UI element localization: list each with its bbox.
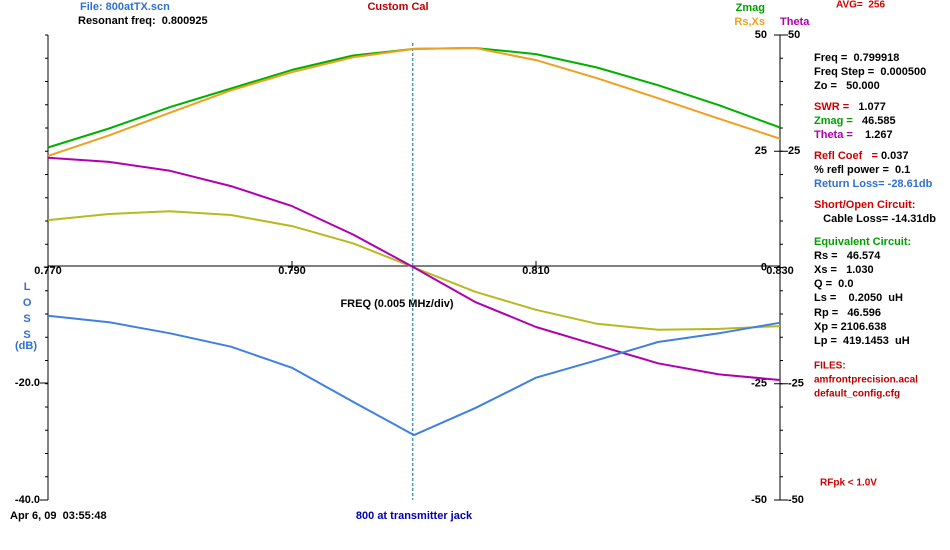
- panel-label: Cable Loss= -14.31db: [814, 213, 936, 225]
- panel-row: Rs = 46.574: [814, 250, 881, 262]
- panel-row: Cable Loss= -14.31db: [814, 213, 936, 225]
- series-line: [47, 156, 781, 381]
- legend-zmag: Zmag: [736, 2, 765, 14]
- resonant-freq: Resonant freq: 0.800925: [78, 15, 208, 27]
- y2-tick-label: 50: [788, 29, 800, 41]
- panel-label: Freq Step =: [814, 66, 880, 78]
- panel-label: Lp =: [814, 335, 843, 347]
- panel-label: Zmag =: [814, 115, 862, 127]
- panel-label: Q =: [814, 278, 838, 290]
- x-axis-label: FREQ (0.005 MHz/div): [340, 298, 453, 310]
- panel-row: Theta = 1.267: [814, 129, 893, 141]
- x-tick-label: 0.810: [522, 265, 550, 277]
- x-tick-label: 0.790: [278, 265, 306, 277]
- y-tick-label: -25: [751, 378, 767, 390]
- panel-value: 419.1453 uH: [843, 335, 910, 347]
- panel-value: 0.1: [895, 164, 910, 176]
- y2-tick-label: -50: [788, 494, 804, 506]
- series-line: [47, 210, 781, 331]
- panel-value: 46.585: [862, 115, 896, 127]
- panel-row: Return Loss= -28.61db: [814, 178, 933, 190]
- legend-rs-xs: Rs,Xs: [734, 16, 765, 28]
- x-tick-label: 0.770: [34, 265, 62, 277]
- panel-row: Zo = 50.000: [814, 80, 880, 92]
- panel-value: 50.000: [846, 80, 880, 92]
- panel-row: Zmag = 46.585: [814, 115, 896, 127]
- y2-tick-label: 25: [788, 145, 800, 157]
- panel-value: 1.030: [846, 264, 874, 276]
- panel-value: 0.0: [838, 278, 853, 290]
- panel-label: Zo =: [814, 80, 846, 92]
- panel-label: Equivalent Circuit:: [814, 236, 911, 248]
- panel-label: Ls =: [814, 292, 849, 304]
- chart-title: Custom Cal: [367, 1, 428, 13]
- panel-value: 0.799918: [853, 52, 899, 64]
- panel-label: Freq =: [814, 52, 853, 64]
- panel-row: Xp = 2106.638: [814, 321, 886, 333]
- panel-label: Theta =: [814, 129, 865, 141]
- panel-row: Xs = 1.030: [814, 264, 874, 276]
- panel-label: Rs =: [814, 250, 847, 262]
- panel-label: SWR =: [814, 101, 858, 113]
- panel-row: Equivalent Circuit:: [814, 236, 911, 248]
- panel-label: % refl power =: [814, 164, 895, 176]
- panel-row: SWR = 1.077: [814, 101, 886, 113]
- loss-axis-label: LOSS: [21, 281, 33, 345]
- files-header: FILES:: [814, 361, 846, 372]
- panel-label: Xp =: [814, 321, 841, 333]
- y-tick-label: 50: [755, 29, 767, 41]
- panel-row: Lp = 419.1453 uH: [814, 335, 910, 347]
- panel-label: Return Loss= -28.61db: [814, 178, 933, 190]
- legend-theta: Theta: [780, 16, 810, 28]
- file-item: amfrontprecision.acal: [814, 375, 918, 386]
- panel-value: 46.574: [847, 250, 882, 262]
- panel-value: 0.037: [881, 150, 909, 162]
- y-tick-label: 25: [755, 145, 767, 157]
- panel-value: 2106.638: [841, 321, 887, 333]
- panel-row: Refl Coef = 0.037: [814, 150, 908, 162]
- y2-tick-label: -25: [788, 378, 804, 390]
- rf-note: RFpk < 1.0V: [820, 478, 877, 489]
- panel-row: Ls = 0.2050 uH: [814, 292, 903, 304]
- avg: AVG= 256: [836, 0, 885, 11]
- file-name: File: 800atTX.scn: [80, 1, 170, 13]
- y-tick-label: -50: [751, 494, 767, 506]
- panel-row: Freq = 0.799918: [814, 52, 899, 64]
- y3-tick-label: -20.0: [15, 377, 40, 389]
- panel-label: Refl Coef =: [814, 150, 881, 162]
- panel-row: Short/Open Circuit:: [814, 199, 915, 211]
- panel-row: Freq Step = 0.000500: [814, 66, 926, 78]
- x-tick-label: 0.830: [766, 265, 794, 277]
- series-line: [47, 314, 781, 437]
- panel-value: 0.000500: [880, 66, 926, 78]
- panel-row: Rp = 46.596: [814, 307, 881, 319]
- loss-axis-unit: (dB): [15, 340, 37, 352]
- panel-row: % refl power = 0.1: [814, 164, 910, 176]
- y3-tick-label: -40.0: [15, 494, 40, 506]
- series-line: [47, 47, 781, 149]
- file-item: default_config.cfg: [814, 389, 900, 400]
- panel-label: Rp =: [814, 307, 847, 319]
- caption: 800 at transmitter jack: [356, 510, 473, 522]
- panel-label: Short/Open Circuit:: [814, 199, 915, 211]
- panel-value: 1.267: [865, 129, 893, 141]
- panel-value: 46.596: [847, 307, 881, 319]
- panel-value: 0.2050 uH: [849, 292, 903, 304]
- timestamp: Apr 6, 09 03:55:48: [10, 510, 107, 522]
- panel-row: Q = 0.0: [814, 278, 853, 290]
- y-tick-label: 0: [761, 261, 767, 273]
- panel-value: 1.077: [858, 101, 886, 113]
- panel-label: Xs =: [814, 264, 846, 276]
- series-line: [47, 47, 781, 157]
